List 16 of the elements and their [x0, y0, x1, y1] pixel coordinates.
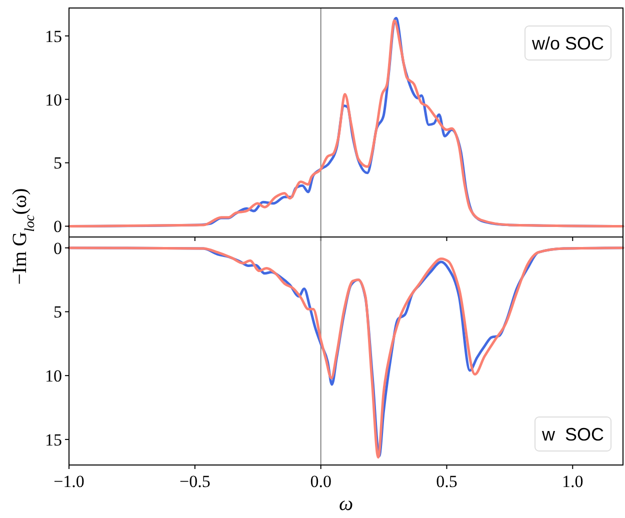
y-tick-label: 5 — [54, 302, 62, 322]
y-tick-label: 5 — [54, 154, 62, 173]
annotation: w/o SOC — [530, 33, 604, 54]
y-tick-label: 0 — [54, 217, 62, 236]
x-tick-label: 0.5 — [436, 472, 458, 491]
y-tick-label: 15 — [45, 430, 62, 450]
annotation: w SOC — [540, 424, 604, 444]
y-tick-label: 10 — [45, 90, 62, 110]
y-tick-label: 10 — [45, 366, 62, 386]
x-tick-label: 0.0 — [310, 472, 332, 491]
x-tick-label: −1.0 — [54, 472, 84, 491]
y-tick-label: 0 — [54, 238, 62, 258]
x-tick-label: −0.5 — [179, 472, 210, 491]
x-tick-label: 1.0 — [562, 472, 584, 491]
x-axis-title: ω — [338, 493, 354, 515]
y-tick-label: 15 — [45, 26, 62, 46]
